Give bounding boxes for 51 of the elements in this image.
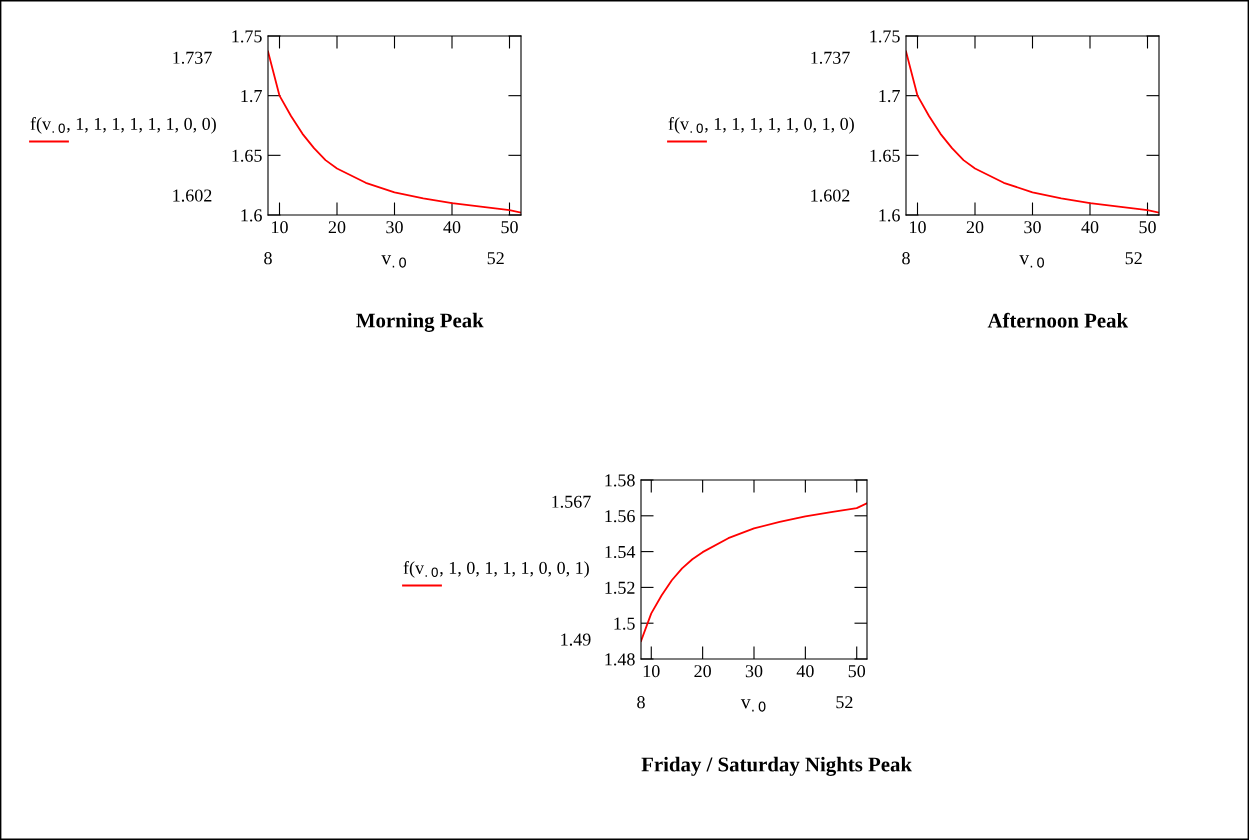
- y-tick-label: 1.5: [614, 617, 635, 630]
- x-tick-label: 10: [643, 665, 660, 678]
- x-tick-label: 30: [386, 221, 403, 234]
- text: 1.737: [173, 51, 212, 64]
- x-axis-title: v$_{.0}$: [740, 699, 766, 712]
- x-tick-label: 20: [694, 665, 711, 678]
- x-tick-label: 30: [1024, 221, 1041, 234]
- y-tick-label: 1.52: [605, 581, 635, 594]
- text: f(v$_{.0}$, 1, 1, 1, 1, 1, 1, 0, 0): [30, 117, 216, 134]
- y-tick-label: 1.65: [232, 149, 262, 162]
- text: f(v$_{.0}$, 1, 0, 1, 1, 1, 0, 0, 1): [403, 561, 589, 578]
- text: 8: [264, 252, 272, 265]
- x-tick-label: 40: [796, 665, 814, 678]
- x-tick-label: 50: [1139, 221, 1156, 234]
- x-tick-label: 10: [910, 221, 926, 234]
- y-tick-label: 1.58: [605, 474, 635, 487]
- text: 8: [637, 696, 645, 709]
- text: 52: [836, 696, 853, 709]
- y-tick-label: 1.54: [605, 545, 636, 559]
- text: 1.49: [561, 633, 591, 646]
- x-tick-label: 10: [272, 221, 288, 234]
- text: Friday / Saturday Nights Peak: [641, 756, 912, 776]
- y-tick-label: 1.6: [241, 209, 262, 222]
- text: 1.602: [811, 189, 850, 202]
- y-tick-label: 1.7: [879, 90, 900, 103]
- x-tick-label: 40: [443, 221, 461, 234]
- text: 1.567: [552, 495, 591, 508]
- y-tick-label: 1.6: [879, 209, 900, 222]
- text: 52: [487, 252, 504, 265]
- y-tick-label: 1.7: [241, 90, 262, 103]
- x-tick-label: 50: [501, 221, 518, 234]
- x-axis-title: v$_{.0}$: [1019, 255, 1045, 268]
- text: 52: [1125, 252, 1142, 265]
- y-tick-label: 1.65: [870, 149, 900, 162]
- y-tick-label: 1.48: [605, 653, 635, 666]
- x-axis-title: v$_{.0}$: [381, 255, 407, 268]
- x-tick-label: 20: [966, 221, 984, 234]
- text: f(v$_{.0}$, 1, 1, 1, 1, 1, 0, 1, 0): [668, 117, 854, 134]
- y-tick-label: 1.75: [232, 30, 262, 43]
- x-tick-label: 20: [328, 221, 346, 234]
- text: Afternoon Peak: [987, 312, 1129, 328]
- text: 1.737: [811, 51, 850, 64]
- x-tick-label: 40: [1081, 221, 1099, 234]
- text: Morning Peak: [356, 312, 484, 332]
- y-tick-label: 1.56: [605, 510, 635, 523]
- text: 1.602: [173, 189, 212, 202]
- x-tick-label: 30: [745, 665, 763, 678]
- y-tick-label: 1.75: [870, 30, 900, 43]
- line-series: [641, 502, 867, 643]
- text: 8: [902, 252, 910, 265]
- x-tick-label: 50: [848, 665, 866, 678]
